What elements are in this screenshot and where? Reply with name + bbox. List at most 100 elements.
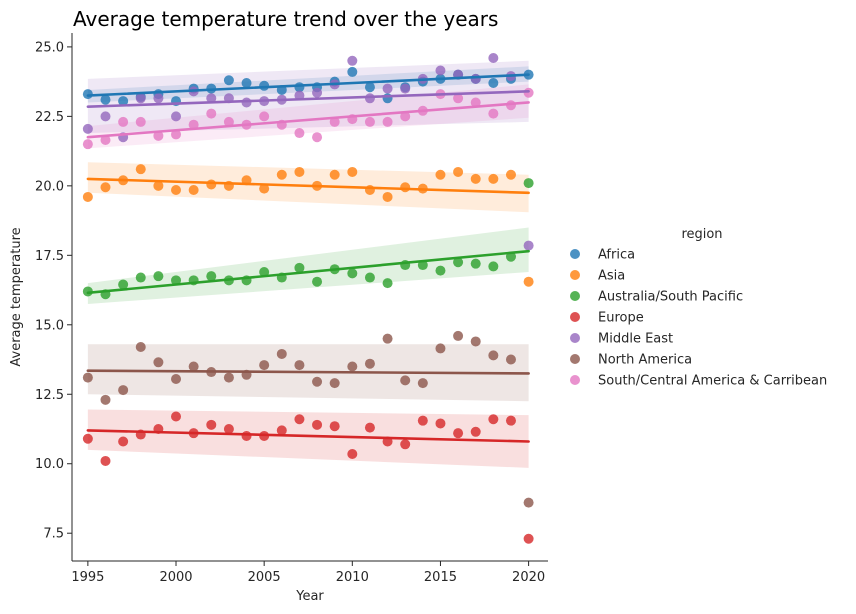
point-asia <box>276 169 287 180</box>
point-middle-east <box>364 93 375 104</box>
point-europe <box>364 422 375 433</box>
point-asia <box>347 166 358 177</box>
point-europe <box>417 415 428 426</box>
point-australia-south-pacific <box>259 266 270 277</box>
point-europe <box>276 425 287 436</box>
point-asia <box>206 179 217 190</box>
point-middle-east <box>435 65 446 76</box>
legend-marker-middle-east <box>570 333 580 343</box>
legend-title: region <box>681 227 722 242</box>
point-europe <box>488 414 499 425</box>
y-tick-label: 17.5 <box>35 249 64 264</box>
point-south-central-america-carribean <box>82 139 93 150</box>
point-middle-east <box>171 111 182 122</box>
point-north-america <box>470 336 481 347</box>
legend-label-africa: Africa <box>598 248 635 263</box>
point-africa <box>100 94 111 105</box>
y-tick-label: 20.0 <box>35 179 64 194</box>
point-south-central-america-carribean <box>171 129 182 140</box>
point-australia-south-pacific <box>453 257 464 268</box>
point-australia-south-pacific <box>135 272 146 283</box>
point-asia <box>329 169 340 180</box>
point-europe <box>294 414 305 425</box>
fit-line-middle-east <box>86 90 530 108</box>
legend-marker-europe <box>570 312 580 322</box>
x-tick-label: 2000 <box>159 570 192 585</box>
point-north-america <box>364 358 375 369</box>
point-australia-south-pacific <box>312 276 323 287</box>
point-asia <box>294 166 305 177</box>
point-europe <box>435 418 446 429</box>
y-tick-label: 25.0 <box>35 40 64 55</box>
fit-line-australia-south-pacific <box>86 249 530 295</box>
point-south-central-america-carribean <box>329 116 340 127</box>
point-middle-east <box>523 240 534 251</box>
x-tick-label: 2015 <box>424 570 457 585</box>
point-north-america <box>100 394 111 405</box>
chart-title: Average temperature trend over the years <box>73 7 498 31</box>
point-europe <box>523 533 534 544</box>
x-tick-label: 2020 <box>512 570 545 585</box>
point-south-central-america-carribean <box>100 134 111 145</box>
point-north-america <box>505 354 516 365</box>
point-europe <box>312 419 323 430</box>
point-north-america <box>382 333 393 344</box>
point-south-central-america-carribean <box>364 116 375 127</box>
point-north-america <box>453 330 464 341</box>
point-south-central-america-carribean <box>223 116 234 127</box>
point-europe <box>171 411 182 422</box>
point-australia-south-pacific <box>118 279 129 290</box>
fit-line-africa <box>86 73 530 97</box>
point-middle-east <box>312 87 323 98</box>
x-tick-label: 2010 <box>336 570 369 585</box>
point-australia-south-pacific <box>435 265 446 276</box>
point-africa <box>488 78 499 89</box>
point-asia <box>135 164 146 175</box>
point-asia <box>523 276 534 287</box>
legend-label-asia: Asia <box>598 269 625 284</box>
point-middle-east <box>100 111 111 122</box>
fit-line-asia <box>86 177 530 195</box>
point-europe <box>453 428 464 439</box>
point-middle-east <box>82 123 93 134</box>
band-south-central-america-carribean <box>87 84 529 149</box>
legend-label-south-central-america-carribean: South/Central America & Carribean <box>598 374 827 389</box>
point-north-america <box>259 360 270 371</box>
legend-label-middle-east: Middle East <box>598 332 673 347</box>
point-south-central-america-carribean <box>470 97 481 108</box>
point-asia <box>470 173 481 184</box>
point-north-america <box>435 343 446 354</box>
point-asia <box>171 185 182 196</box>
point-north-america <box>417 378 428 389</box>
point-australia-south-pacific <box>82 286 93 297</box>
point-europe <box>470 426 481 437</box>
point-middle-east <box>382 83 393 94</box>
point-asia <box>488 173 499 184</box>
point-africa <box>241 78 252 89</box>
legend-marker-africa <box>570 249 580 259</box>
point-north-america <box>153 357 164 368</box>
point-north-america <box>82 372 93 383</box>
fit-line-north-america <box>86 369 530 375</box>
point-north-america <box>135 342 146 353</box>
point-australia-south-pacific <box>347 268 358 279</box>
point-australia-south-pacific <box>523 178 534 189</box>
point-australia-south-pacific <box>171 275 182 286</box>
point-north-america <box>347 361 358 372</box>
point-asia <box>453 166 464 177</box>
point-europe <box>347 449 358 460</box>
point-africa <box>118 96 129 107</box>
point-south-central-america-carribean <box>312 132 323 143</box>
point-europe <box>241 430 252 441</box>
point-south-central-america-carribean <box>206 108 217 119</box>
point-asia <box>382 191 393 202</box>
point-south-central-america-carribean <box>294 128 305 139</box>
band-asia <box>87 162 529 213</box>
y-tick-label: 10.0 <box>35 457 64 472</box>
point-europe <box>505 415 516 426</box>
point-north-america <box>294 360 305 371</box>
legend-marker-north-america <box>570 354 580 364</box>
point-asia <box>435 169 446 180</box>
point-middle-east <box>135 93 146 104</box>
